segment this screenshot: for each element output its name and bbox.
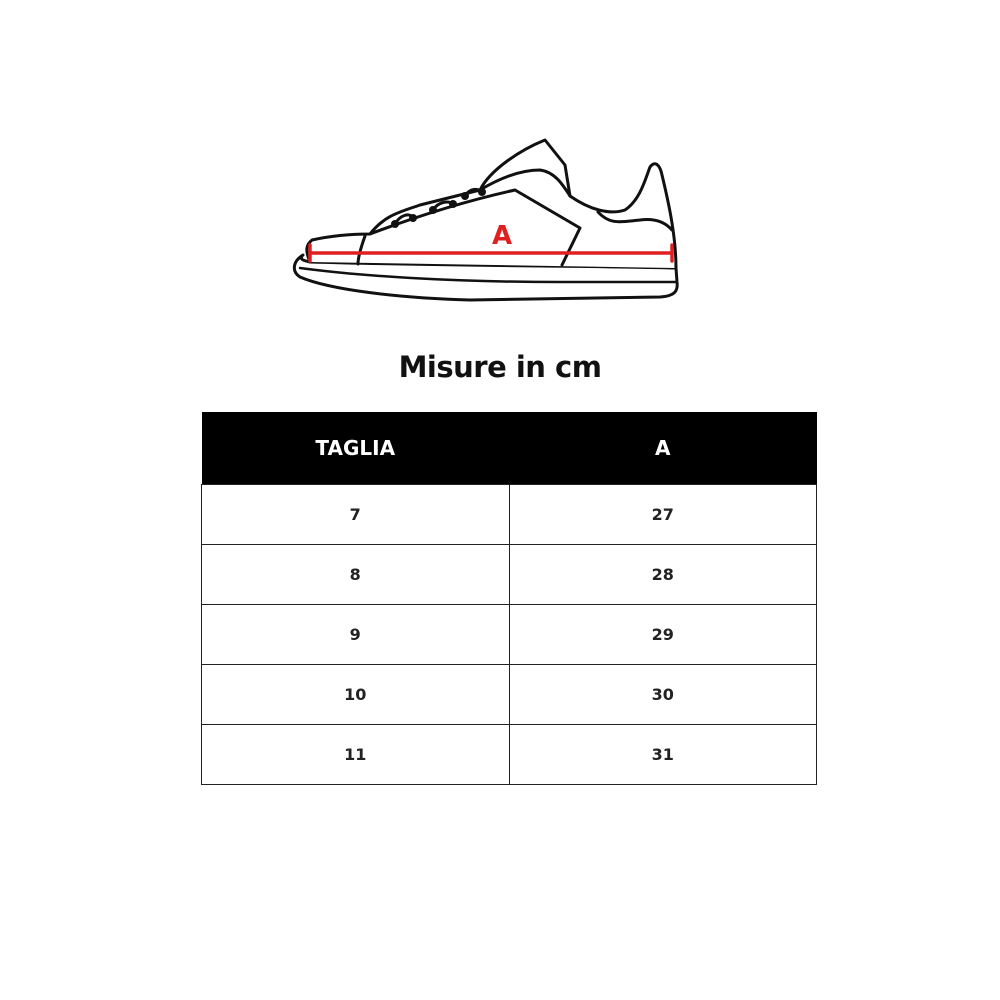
table-row: 8 28 xyxy=(201,544,817,605)
size-cell: 11 xyxy=(201,724,510,785)
table-row: 7 27 xyxy=(201,484,817,545)
table-row: 9 29 xyxy=(201,604,817,665)
header-taglia: TAGLIA xyxy=(201,412,509,485)
size-cell: 7 xyxy=(201,484,510,545)
length-cell: 31 xyxy=(508,724,817,785)
page-title: Misure in cm xyxy=(398,350,602,384)
shoe-diagram: A xyxy=(292,138,679,302)
header-a: A xyxy=(509,412,817,485)
length-cell: 27 xyxy=(508,484,817,545)
length-cell: 29 xyxy=(508,604,817,665)
size-cell: 10 xyxy=(201,664,510,725)
length-cell: 28 xyxy=(508,544,817,605)
size-cell: 9 xyxy=(201,604,510,665)
table-header-row: TAGLIA A xyxy=(201,412,817,485)
shoe-sole xyxy=(292,253,679,302)
size-cell: 8 xyxy=(201,544,510,605)
measure-label: A xyxy=(492,221,512,251)
measurement-line xyxy=(308,243,674,263)
length-cell: 30 xyxy=(508,664,817,725)
table-row: 11 31 xyxy=(201,724,817,785)
table-row: 10 30 xyxy=(201,664,817,725)
shoe-upper xyxy=(305,138,678,270)
size-table: TAGLIA A 7 27 8 28 9 29 10 30 11 31 xyxy=(201,412,817,785)
